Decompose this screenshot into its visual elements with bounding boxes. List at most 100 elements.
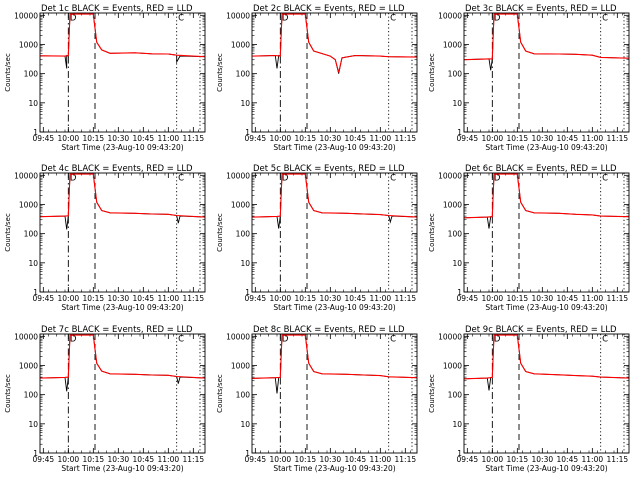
- chart-5-xtick-label: 10:30: [320, 294, 342, 303]
- chart-9-xtick-label: 11:15: [607, 455, 629, 464]
- chart-1-xtick-label: 11:15: [183, 134, 205, 143]
- chart-6-ytick-label: 1: [457, 288, 462, 297]
- chart-6-ytick-label: 10000: [438, 171, 462, 180]
- chart-4-title: Det 4c BLACK = Events, RED = LLD: [41, 164, 193, 174]
- chart-8-xtick-label: 10:15: [295, 455, 317, 464]
- chart-5: Det 5c BLACK = Events, RED = LLD 1 10 100 10…: [216, 164, 418, 312]
- chart-6-ytick-label: 1000: [443, 200, 462, 209]
- chart-7: Det 7c BLACK = Events, RED = LLD 1 10 100 10…: [4, 325, 206, 473]
- chart-4-series-lld: [40, 173, 205, 218]
- chart-5-xlabel: Start Time (23-Aug-10 09:43:20): [273, 303, 395, 312]
- chart-3-series-lld: [464, 13, 629, 61]
- chart-4-xtick-label: 11:00: [158, 294, 180, 303]
- chart-2-xtick-label: 09:45: [245, 134, 267, 143]
- chart-9-xtick-label: 09:45: [457, 455, 479, 464]
- chart-6-xtick-label: 10:30: [532, 294, 554, 303]
- chart-3-marker-label: C: [602, 14, 608, 24]
- chart-8-ylabel: Counts/sec: [216, 374, 224, 413]
- chart-6-xtick-label: 10:45: [557, 294, 579, 303]
- chart-5-title: Det 5c BLACK = Events, RED = LLD: [253, 164, 405, 174]
- chart-5-xtick-label: 11:00: [370, 294, 392, 303]
- chart-7-ylabel: Counts/sec: [4, 374, 12, 413]
- chart-5-xtick-label: 09:45: [245, 294, 267, 303]
- chart-6-ylabel: Counts/sec: [428, 213, 436, 252]
- chart-4-ytick-label: 100: [24, 230, 39, 239]
- chart-1: Det 1c BLACK = Events, RED = LLD 1 10 100 10…: [4, 4, 206, 152]
- chart-2-series-lld: [252, 13, 417, 73]
- chart-4-frame: [39, 172, 206, 293]
- chart-6-marker-label: C: [602, 174, 608, 184]
- chart-9-marker-label: D: [494, 335, 501, 345]
- chart-1-title: Det 1c BLACK = Events, RED = LLD: [41, 4, 193, 14]
- chart-2-frame: [251, 12, 418, 133]
- chart-7-ytick-label: 1000: [19, 361, 38, 370]
- chart-9-xtick-label: 10:00: [482, 455, 504, 464]
- chart-9-ytick-label: 1000: [443, 361, 462, 370]
- chart-8-xtick-label: 11:00: [370, 455, 392, 464]
- chart-7-ytick-label: 10000: [14, 332, 38, 341]
- chart-8-ytick-label: 1000: [231, 361, 250, 370]
- chart-7-xtick-label: 11:00: [158, 455, 180, 464]
- chart-8-xtick-label: 10:00: [270, 455, 292, 464]
- chart-1-ytick-label: 10: [28, 99, 38, 108]
- chart-9-xlabel: Start Time (23-Aug-10 09:43:20): [485, 464, 607, 473]
- chart-3: Det 3c BLACK = Events, RED = LLD 1 10 100 10…: [428, 4, 630, 152]
- chart-3-xtick-label: 09:45: [457, 134, 479, 143]
- chart-3-marker-label: D: [494, 14, 501, 24]
- chart-8-xtick-label: 10:45: [345, 455, 367, 464]
- chart-4-ytick-label: 1000: [19, 200, 38, 209]
- chart-7-title: Det 7c BLACK = Events, RED = LLD: [41, 325, 193, 335]
- chart-3-title: Det 3c BLACK = Events, RED = LLD: [465, 4, 617, 14]
- chart-2-marker-label: D: [282, 14, 289, 24]
- chart-1-ytick-label: 1: [33, 128, 38, 137]
- chart-8-xtick-label: 09:45: [245, 455, 267, 464]
- chart-9-xtick-label: 10:45: [557, 455, 579, 464]
- chart-3-xlabel: Start Time (23-Aug-10 09:43:20): [485, 143, 607, 152]
- chart-6-ytick-label: 100: [448, 230, 463, 239]
- chart-1-marker-label: D: [70, 14, 77, 24]
- chart-3-xtick-label: 10:30: [532, 134, 554, 143]
- chart-9-ytick-label: 10000: [438, 332, 462, 341]
- chart-8-title: Det 8c BLACK = Events, RED = LLD: [253, 325, 405, 335]
- chart-5-xtick-label: 10:15: [295, 294, 317, 303]
- chart-1-ytick-label: 1000: [19, 40, 38, 49]
- chart-2-ylabel: Counts/sec: [216, 53, 224, 92]
- chart-6-marker-label: D: [494, 174, 501, 184]
- chart-8-xlabel: Start Time (23-Aug-10 09:43:20): [273, 464, 395, 473]
- chart-6-xlabel: Start Time (23-Aug-10 09:43:20): [485, 303, 607, 312]
- chart-6-frame: [463, 172, 630, 293]
- chart-5-ytick-label: 1: [245, 288, 250, 297]
- chart-8-ytick-label: 1: [245, 449, 250, 458]
- chart-8-ytick-label: 10: [240, 420, 250, 429]
- chart-3-xtick-label: 10:00: [482, 134, 504, 143]
- chart-4-xtick-label: 11:15: [183, 294, 205, 303]
- chart-9-title: Det 9c BLACK = Events, RED = LLD: [465, 325, 617, 335]
- chart-3-ytick-label: 10: [452, 99, 462, 108]
- chart-9-ytick-label: 100: [448, 391, 463, 400]
- chart-6-title: Det 6c BLACK = Events, RED = LLD: [465, 164, 617, 174]
- chart-9-marker-label: C: [602, 335, 608, 345]
- chart-9-ylabel: Counts/sec: [428, 374, 436, 413]
- chart-4-xtick-label: 09:45: [33, 294, 55, 303]
- chart-1-ylabel: Counts/sec: [4, 53, 12, 92]
- chart-8-ytick-label: 100: [236, 391, 251, 400]
- chart-3-ytick-label: 1: [457, 128, 462, 137]
- chart-4-xtick-label: 10:45: [133, 294, 155, 303]
- chart-2-xtick-label: 11:15: [395, 134, 417, 143]
- chart-7-marker-label: D: [70, 335, 77, 345]
- chart-5-ytick-label: 100: [236, 230, 251, 239]
- chart-7-xtick-label: 11:15: [183, 455, 205, 464]
- chart-9-frame: [463, 333, 630, 454]
- chart-1-frame: [39, 12, 206, 133]
- chart-5-ytick-label: 10000: [226, 171, 250, 180]
- chart-8-marker-label: C: [390, 335, 396, 345]
- chart-8-frame: [251, 333, 418, 454]
- chart-3-frame: [463, 12, 630, 133]
- chart-2: Det 2c BLACK = Events, RED = LLD 1 10 100 10…: [216, 4, 418, 152]
- chart-1-xtick-label: 10:15: [83, 134, 105, 143]
- chart-6-xtick-label: 11:00: [582, 294, 604, 303]
- chart-2-ytick-label: 10000: [226, 11, 250, 20]
- chart-7-xtick-label: 09:45: [33, 455, 55, 464]
- chart-5-series-lld: [252, 173, 417, 218]
- chart-6-xtick-label: 11:15: [607, 294, 629, 303]
